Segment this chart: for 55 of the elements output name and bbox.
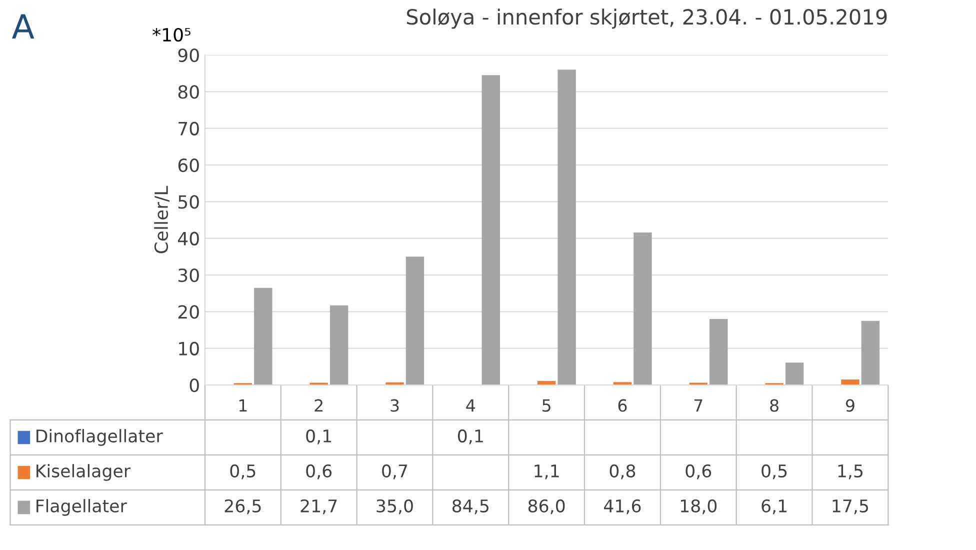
data-label: 41,6 (604, 499, 641, 514)
y-tick-label: 60 (178, 158, 199, 172)
x-tick-label: 3 (390, 399, 399, 412)
legend-label: Kiselalager (36, 464, 131, 481)
bar (482, 75, 500, 385)
bar (406, 256, 424, 385)
legend-label: Dinoflagellater (36, 429, 163, 446)
bar (634, 232, 652, 385)
data-label: 1,5 (838, 464, 862, 480)
y-tick-label: 90 (178, 48, 199, 62)
data-label: 0,5 (230, 464, 256, 480)
x-tick-label: 7 (694, 399, 702, 412)
x-tick-label: 2 (314, 399, 322, 412)
y-tick-label: 30 (178, 268, 199, 282)
bar (330, 305, 348, 385)
y-tick-label: 80 (178, 85, 199, 99)
x-tick-label: 8 (770, 399, 778, 412)
data-label: 0,1 (458, 429, 483, 444)
x-tick-label: 5 (542, 399, 550, 412)
data-label: 18,0 (680, 499, 717, 514)
data-label: 86,0 (528, 499, 565, 514)
data-label: 0,6 (306, 464, 332, 480)
x-tick-label: 1 (239, 399, 247, 412)
bar (785, 362, 804, 385)
data-label: 84,5 (452, 499, 488, 514)
data-label: 1,1 (534, 464, 559, 480)
data-label: 26,5 (224, 499, 261, 514)
y-tick-label: 20 (178, 305, 199, 319)
x-tick-label: 9 (846, 399, 854, 412)
bar (254, 288, 272, 385)
bar (558, 70, 576, 385)
y-tick-label: 0 (190, 378, 199, 392)
text: *10⁵ (152, 28, 190, 42)
data-label: 0,5 (762, 464, 787, 480)
data-label: 0,8 (610, 464, 636, 480)
y-tick-label: 40 (178, 232, 199, 246)
data-label: 35,0 (376, 499, 413, 514)
x-tick-label: 6 (618, 399, 627, 412)
bar (710, 319, 728, 385)
y-tick-label: 10 (179, 342, 199, 356)
bar (861, 320, 880, 385)
data-label: 0,6 (686, 464, 712, 480)
data-label: 21,7 (300, 499, 337, 514)
bar (841, 380, 860, 385)
y-tick-label: 70 (178, 122, 199, 136)
y-tick-label: 50 (178, 195, 199, 209)
data-label: 0,7 (382, 464, 408, 480)
data-label: 0,1 (306, 429, 332, 444)
chart-title: Soløya - innenfor skjørtet, 23.04. - 01.05.2019 (406, 8, 887, 29)
data-label: 17,5 (832, 500, 868, 514)
text: A (12, 14, 34, 38)
data-label: 6,1 (762, 499, 786, 514)
y-axis-title: Celler/L (154, 186, 170, 254)
legend-label: Flagellater (36, 499, 127, 516)
x-tick-label: 4 (466, 399, 476, 412)
